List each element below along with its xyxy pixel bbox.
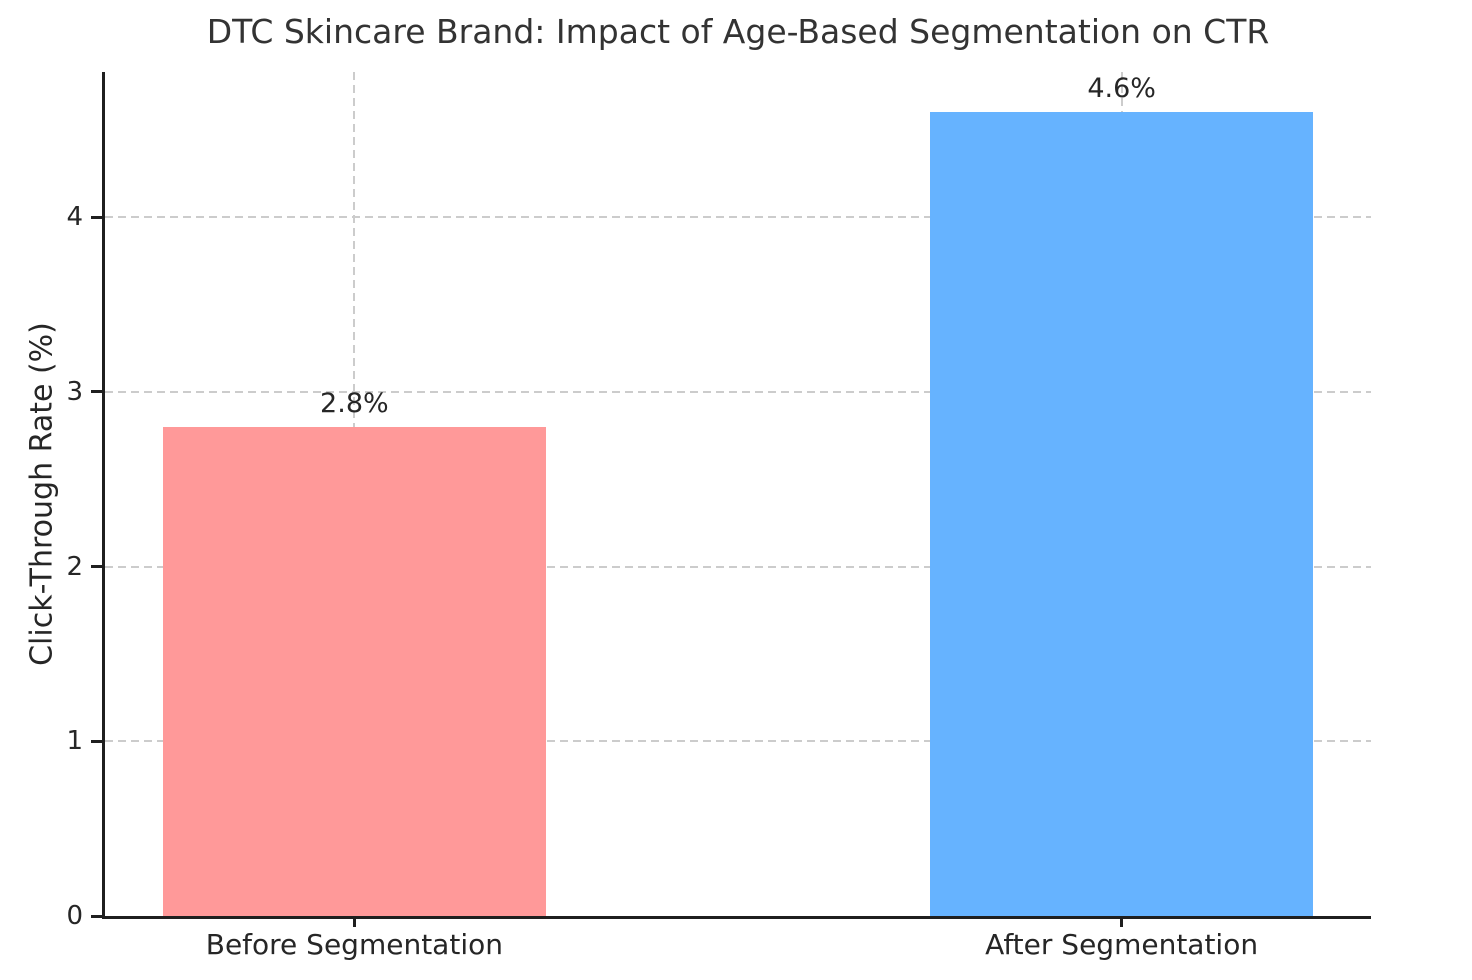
- bar-1: [929, 112, 1314, 916]
- y-tick-mark-3: [91, 390, 102, 394]
- y-tick-mark-0: [91, 914, 102, 918]
- bar-0: [162, 426, 547, 916]
- bar-value-label-0: 2.8%: [320, 387, 389, 419]
- chart-title: DTC Skincare Brand: Impact of Age-Based …: [206, 12, 1270, 51]
- y-tick-mark-2: [91, 565, 102, 569]
- y-tick-label-2: 2: [66, 551, 83, 582]
- y-tick-label-4: 4: [66, 202, 83, 233]
- plot-area: 0 1 2 3 4 2.8% Before Segmentation 4.6% After Se…: [66, 72, 1371, 961]
- y-tick-label-0: 0: [66, 901, 83, 931]
- y-tick-mark-4: [91, 215, 102, 219]
- y-tick-mark-1: [91, 739, 102, 743]
- y-axis-label: Click-Through Rate (%): [24, 322, 60, 666]
- bar-value-label-1: 4.6%: [1087, 73, 1156, 105]
- x-tick-label-0: Before Segmentation: [205, 928, 503, 961]
- y-gridline-3: [105, 390, 1371, 393]
- y-tick-label-1: 1: [66, 726, 83, 757]
- x-tick-mark-0: [352, 916, 356, 927]
- y-tick-label-3: 3: [66, 376, 83, 407]
- y-gridline-1: [105, 740, 1371, 743]
- x-axis-spine: [102, 916, 1371, 919]
- x-tick-mark-1: [1120, 916, 1124, 927]
- y-gridline-4: [105, 216, 1371, 219]
- y-axis-spine: [102, 72, 105, 919]
- x-tick-label-1: After Segmentation: [985, 928, 1259, 961]
- y-gridline-2: [105, 565, 1371, 568]
